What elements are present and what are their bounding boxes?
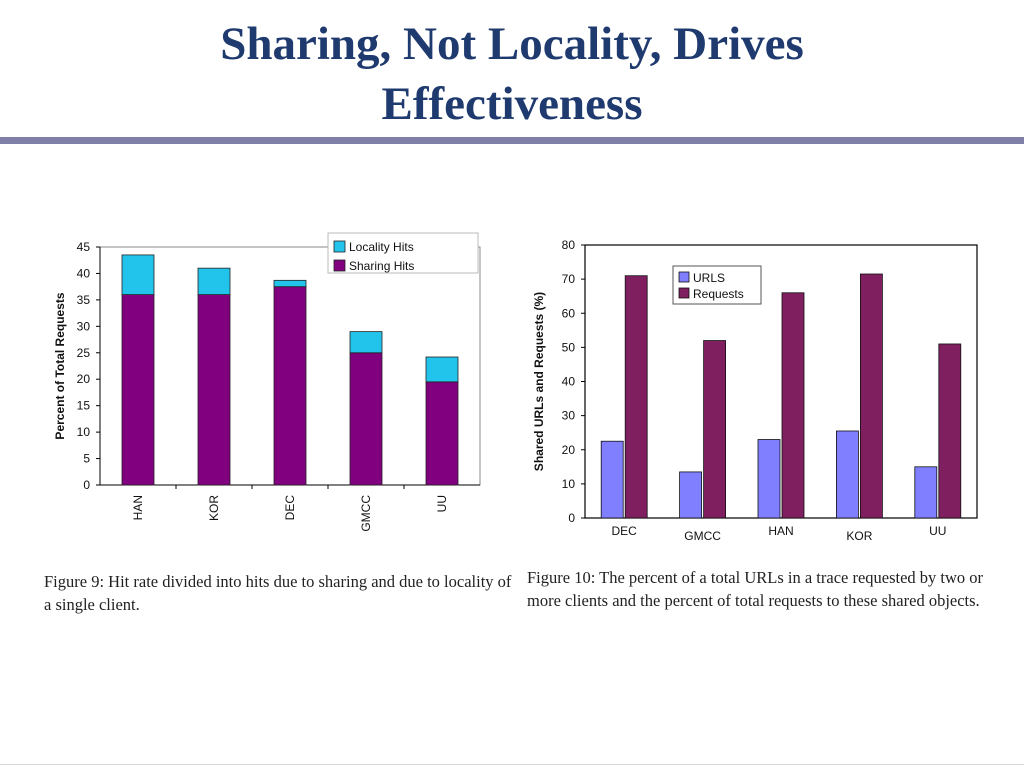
x-tick-label-kor: KOR — [207, 495, 221, 521]
bar-urls-kor — [835, 430, 859, 519]
legend-swatch-urls — [678, 271, 690, 283]
x-tick-label-kor: KOR — [846, 529, 872, 543]
bar-requests-han — [781, 292, 805, 519]
y-tick-label: 10 — [77, 425, 91, 439]
bar-locality-hits-han — [121, 254, 155, 296]
x-tick-label-han: HAN — [131, 495, 145, 520]
footer-divider — [0, 764, 1024, 765]
y-tick-label: 40 — [77, 266, 91, 280]
bar-sharing-hits-uu — [425, 381, 459, 486]
figure-9-stacked-bar-chart: 0 5 10 15 20 25 30 35 40 45 HAN KOR DEC GMCC UU Percent… — [53, 232, 481, 532]
bar-requests-dec — [624, 275, 648, 519]
y-tick-label: 15 — [77, 399, 91, 413]
x-tick-label-uu: UU — [929, 524, 946, 538]
x-tick-label-gmcc: GMCC — [684, 529, 721, 543]
legend-label-sharing-hits: Sharing Hits — [349, 259, 414, 273]
figure-10-caption: Figure 10: The percent of a total URLs i… — [527, 568, 984, 610]
bar-requests-kor — [859, 273, 883, 519]
bar-urls-han — [757, 439, 781, 519]
y-tick-label: 80 — [562, 238, 576, 252]
slide-title: Sharing, Not Locality, Drives Effectivene… — [0, 14, 1024, 134]
legend-label-urls: URLS — [693, 271, 725, 285]
y-tick-label: 10 — [562, 477, 576, 491]
legend-swatch-locality-hits — [333, 240, 346, 253]
bar-requests-uu — [938, 343, 962, 519]
figure-9-caption: Figure 9: Hit rate divided into hits due… — [44, 572, 512, 614]
title-divider — [0, 137, 1024, 144]
x-tick-label-dec: DEC — [283, 495, 297, 521]
y-tick-label: 25 — [77, 346, 91, 360]
y-tick-label: 40 — [562, 375, 576, 389]
y-tick-label: 30 — [562, 409, 576, 423]
legend-box — [327, 232, 479, 274]
x-tick-label-uu: UU — [435, 495, 449, 512]
legend-label-requests: Requests — [693, 287, 744, 301]
y-tick-label: 70 — [562, 272, 576, 286]
bar-sharing-hits-gmcc — [349, 352, 383, 486]
bar-locality-hits-gmcc — [349, 331, 383, 354]
legend-label-locality-hits: Locality Hits — [349, 240, 414, 254]
x-tick-label-gmcc: GMCC — [359, 495, 373, 532]
bar-urls-gmcc — [679, 471, 703, 519]
y-tick-label: 35 — [77, 293, 91, 307]
bar-sharing-hits-dec — [273, 286, 307, 486]
bar-sharing-hits-han — [121, 294, 155, 486]
y-tick-label: 0 — [83, 478, 90, 492]
y-axis-title: Percent of Total Requests — [53, 292, 67, 439]
bar-locality-hits-dec — [273, 279, 307, 288]
y-tick-label: 0 — [568, 511, 575, 525]
y-tick-label: 5 — [83, 452, 90, 466]
bar-urls-uu — [914, 466, 938, 519]
bar-sharing-hits-kor — [197, 294, 231, 486]
title-line-2: Effectiveness — [381, 78, 643, 130]
y-tick-label: 45 — [77, 240, 91, 254]
x-tick-label-han: HAN — [768, 524, 793, 538]
figure-10-grouped-bar-chart: 0 10 20 30 40 50 60 70 80 DEC GMCC HAN KOR UU Shared U… — [532, 238, 978, 543]
y-tick-label: 60 — [562, 306, 576, 320]
title-line-1: Sharing, Not Locality, Drives — [220, 18, 804, 70]
y-tick-label: 50 — [562, 340, 576, 354]
y-tick-label: 20 — [77, 372, 91, 386]
y-tick-label: 30 — [77, 319, 91, 333]
bar-urls-dec — [600, 440, 624, 519]
legend-swatch-sharing-hits — [333, 259, 346, 272]
bar-requests-gmcc — [703, 340, 727, 519]
y-tick-label: 20 — [562, 443, 576, 457]
bar-locality-hits-uu — [425, 356, 459, 383]
bar-locality-hits-kor — [197, 267, 231, 296]
y-axis-title: Shared URLs and Requests (%) — [532, 292, 546, 471]
legend-swatch-requests — [678, 287, 690, 299]
x-tick-label-dec: DEC — [612, 524, 638, 538]
